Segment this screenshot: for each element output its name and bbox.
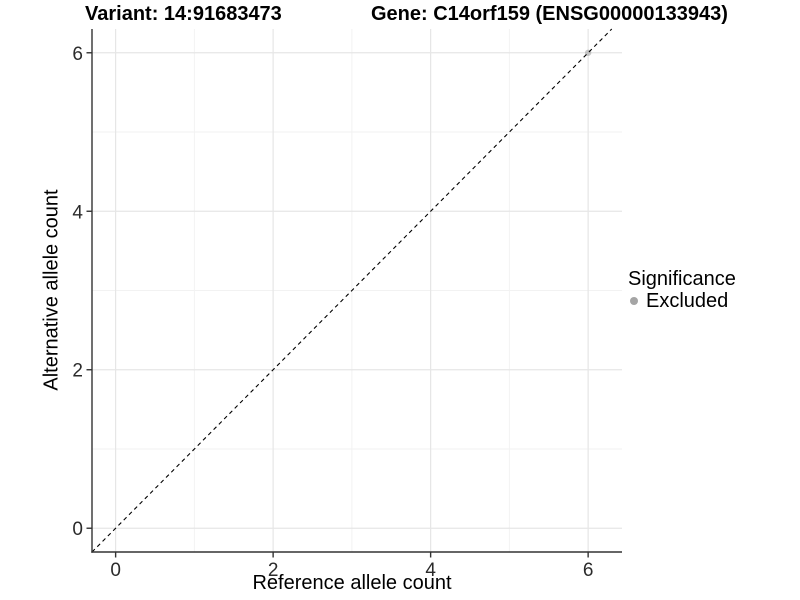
legend-key-dot-icon [630,297,638,305]
legend-title: Significance [628,268,736,290]
x-tick-label: 2 [268,560,279,581]
plot-title-gene: Gene: C14orf159 (ENSG00000133943) [371,3,728,25]
legend-item-excluded: Excluded [628,291,736,311]
legend: Significance Excluded [628,268,736,312]
y-tick-label: 2 [72,361,83,382]
legend-item-label: Excluded [646,290,729,312]
identity-line [91,28,613,553]
x-tick-label: 0 [110,560,121,581]
x-axis-title: Reference allele count [252,572,452,594]
y-tick-label: 6 [72,44,83,65]
x-tick-label: 6 [583,560,594,581]
y-tick-label: 0 [72,519,83,540]
y-axis-title: Alternative allele count [40,189,63,391]
y-tick-label: 4 [72,202,83,223]
plot-title-variant: Variant: 14:91683473 [85,3,282,25]
x-tick-label: 4 [425,560,436,581]
